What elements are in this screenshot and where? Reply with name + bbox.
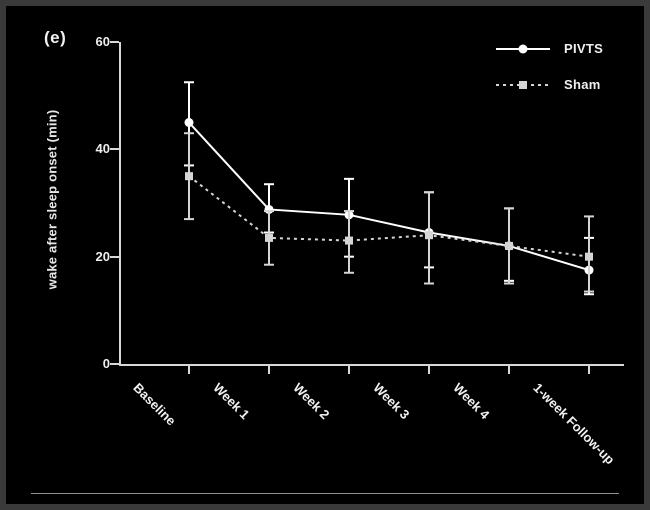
- series-pivts: [184, 81, 594, 296]
- data-point-marker: [505, 241, 513, 250]
- y-axis-title: wake after sleep onset (min): [44, 109, 60, 290]
- x-tick-label: Week 4: [450, 380, 493, 423]
- y-tick-label: 40: [95, 141, 110, 157]
- y-tick-label: 60: [95, 34, 110, 49]
- y-tick-mark: [110, 148, 119, 151]
- x-tick-mark: [268, 366, 270, 374]
- legend-item-pivts[interactable]: PIVTS: [494, 34, 644, 70]
- x-axis-line: [119, 364, 624, 366]
- data-point-marker: [345, 236, 353, 245]
- figure-panel: (e) wake after sleep onset (min) 0 20 40 60…: [6, 6, 644, 504]
- series-line: [188, 121, 590, 272]
- panel-label: (e): [44, 28, 67, 47]
- legend-label: PIVTS: [564, 41, 604, 56]
- x-tick-mark: [188, 366, 190, 374]
- series-layer: [184, 81, 594, 296]
- series-line: [188, 175, 590, 258]
- plot-area: 0 20 40 60 Baseline Week 1 Week 2 Week 3 Week 4…: [96, 34, 624, 467]
- legend-label: Sham: [564, 77, 601, 92]
- x-tick-label: Week 1: [210, 380, 253, 423]
- y-axis-line: [119, 42, 121, 366]
- data-point-marker: [185, 172, 193, 181]
- legend-item-sham[interactable]: Sham: [494, 70, 644, 106]
- bottom-divider: [31, 493, 619, 494]
- y-tick-mark: [110, 41, 119, 43]
- legend: PIVTS Sham: [494, 34, 644, 106]
- x-tick-label: Week 2: [290, 380, 333, 423]
- data-point-marker: [425, 231, 433, 240]
- x-tick-mark: [508, 366, 510, 374]
- x-tick-mark: [348, 366, 350, 374]
- data-point-marker: [265, 233, 273, 242]
- y-tick-label: 0: [102, 356, 110, 371]
- series-sham: [184, 132, 594, 293]
- x-tick-label: 1-week Follow-up: [530, 380, 618, 468]
- y-tick-label: 20: [95, 248, 110, 264]
- x-tick-mark: [588, 366, 590, 374]
- legend-swatch: [496, 81, 550, 89]
- legend-swatch: [496, 44, 550, 54]
- y-tick-mark: [110, 363, 119, 365]
- y-tick-mark: [110, 255, 119, 258]
- x-tick-label: Baseline: [130, 380, 179, 429]
- x-tick-mark: [428, 366, 430, 374]
- data-point-marker: [184, 118, 194, 127]
- data-point-marker: [585, 252, 593, 261]
- x-tick-label: Week 3: [370, 380, 413, 423]
